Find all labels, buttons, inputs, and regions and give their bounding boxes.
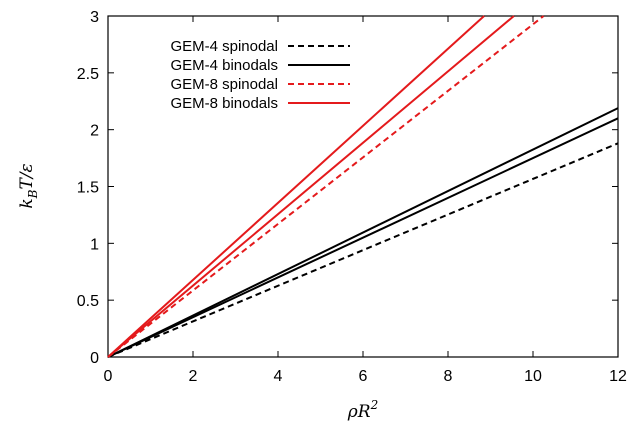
x-tick-label: 8 bbox=[444, 368, 453, 385]
series-line-0 bbox=[107, 142, 619, 358]
y-axis-label-main: k bbox=[17, 198, 37, 208]
legend: GEM-4 spinodal GEM-4 binodals GEM-8 spinod… bbox=[170, 38, 350, 112]
y-tick-label: 2 bbox=[90, 123, 99, 140]
y-axis-label: kBT/ε bbox=[17, 163, 40, 208]
legend-label: GEM-8 binodals bbox=[170, 95, 278, 112]
x-tick-label: 2 bbox=[189, 368, 198, 385]
y-tick-label: 1 bbox=[90, 236, 99, 253]
y-tick-label: 0.5 bbox=[77, 293, 99, 310]
series-line-4 bbox=[107, 15, 485, 358]
x-tick-label: 12 bbox=[609, 368, 627, 385]
y-axis-label-rest: T/ε bbox=[17, 163, 37, 189]
x-tick-label: 4 bbox=[274, 368, 283, 385]
x-axis-label-base: ρR bbox=[347, 402, 371, 422]
series-line-2 bbox=[107, 117, 619, 358]
x-tick-label: 10 bbox=[524, 368, 542, 385]
series-line-3 bbox=[107, 15, 545, 358]
x-tick-label: 0 bbox=[104, 368, 113, 385]
y-tick-label: 2.5 bbox=[77, 66, 99, 83]
legend-label: GEM-4 spinodal bbox=[170, 38, 278, 55]
y-axis-label-sub: B bbox=[26, 189, 40, 199]
y-tick-label: 0 bbox=[90, 350, 99, 367]
axis-ticks: 0 2 4 6 8 10 12 0 0.5 1 1.5 2 2.5 3 bbox=[77, 9, 627, 385]
x-axis-label: ρR2 bbox=[347, 398, 378, 422]
y-tick-label: 1.5 bbox=[77, 180, 99, 197]
y-tick-label: 3 bbox=[90, 9, 99, 26]
series-layer bbox=[107, 15, 619, 358]
series-line-5 bbox=[107, 15, 515, 358]
x-axis-label-sup: 2 bbox=[370, 398, 379, 412]
series-line-1 bbox=[107, 107, 619, 358]
legend-label: GEM-4 binodals bbox=[170, 57, 278, 74]
x-tick-label: 6 bbox=[359, 368, 368, 385]
legend-label: GEM-8 spinodal bbox=[170, 76, 278, 93]
